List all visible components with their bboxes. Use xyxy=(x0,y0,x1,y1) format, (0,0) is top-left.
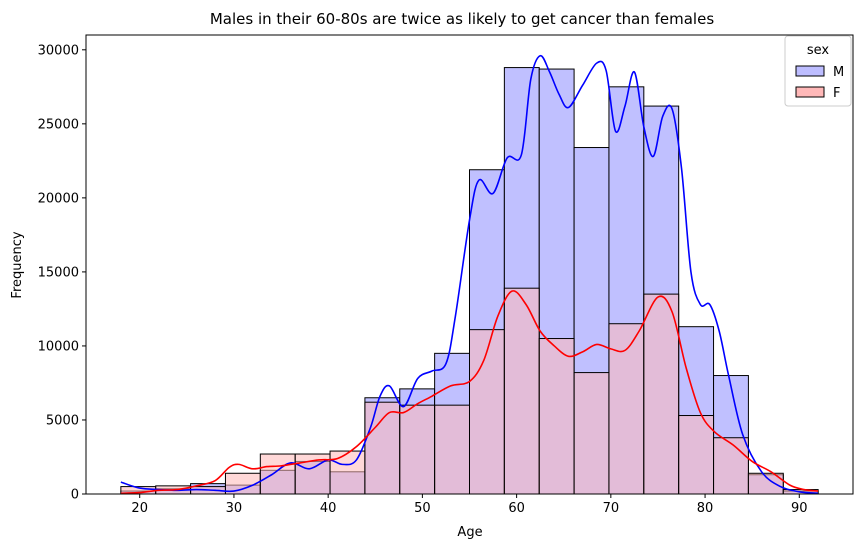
bar-f xyxy=(643,293,680,495)
y-tick-label: 30000 xyxy=(38,43,79,58)
x-tick-label: 40 xyxy=(320,501,337,516)
axes: 20 30 40 50 60 70 80 90 0 5000 10000 15000 20000 2500… xyxy=(38,34,854,516)
bar-f xyxy=(538,338,575,495)
bar-f xyxy=(434,404,470,495)
plot-frame xyxy=(85,34,854,495)
x-tick-label: 70 xyxy=(603,501,620,516)
kde-line-f xyxy=(120,290,819,495)
y-tick-label: 10000 xyxy=(38,339,79,354)
bar-f xyxy=(678,415,715,495)
legend-swatch-m xyxy=(795,65,825,77)
legend-title: sex xyxy=(807,43,830,58)
x-tick-label: 80 xyxy=(697,501,714,516)
legend-swatch-f xyxy=(795,86,825,98)
bar-f xyxy=(713,437,749,495)
legend-label-m: M xyxy=(833,65,844,80)
y-tick-label: 15000 xyxy=(38,265,79,280)
y-tick-label: 5000 xyxy=(46,413,79,428)
x-tick-label: 60 xyxy=(508,501,525,516)
y-tick-label: 0 xyxy=(71,488,79,503)
bar-f xyxy=(608,323,645,495)
bar-f xyxy=(469,329,505,495)
bar-f xyxy=(399,404,436,495)
y-tick-label: 25000 xyxy=(38,117,79,132)
bar-f xyxy=(573,372,610,495)
x-tick-label: 30 xyxy=(226,501,243,516)
x-axis-label: Age xyxy=(457,525,482,540)
bar-f xyxy=(364,401,401,495)
y-tick-label: 20000 xyxy=(38,191,79,206)
y-axis-label: Frequency xyxy=(10,231,25,298)
x-tick-label: 90 xyxy=(791,501,808,516)
bar-f xyxy=(329,450,366,495)
x-tick-label: 20 xyxy=(131,501,148,516)
kde-line-m xyxy=(120,54,819,495)
bar-f xyxy=(259,453,296,495)
kde-curves xyxy=(120,54,819,495)
chart-title: Males in their 60-80s are twice as likel… xyxy=(210,10,714,28)
legend-label-f: F xyxy=(833,86,840,101)
legend: sex M F xyxy=(784,35,852,107)
x-tick-label: 50 xyxy=(414,501,431,516)
